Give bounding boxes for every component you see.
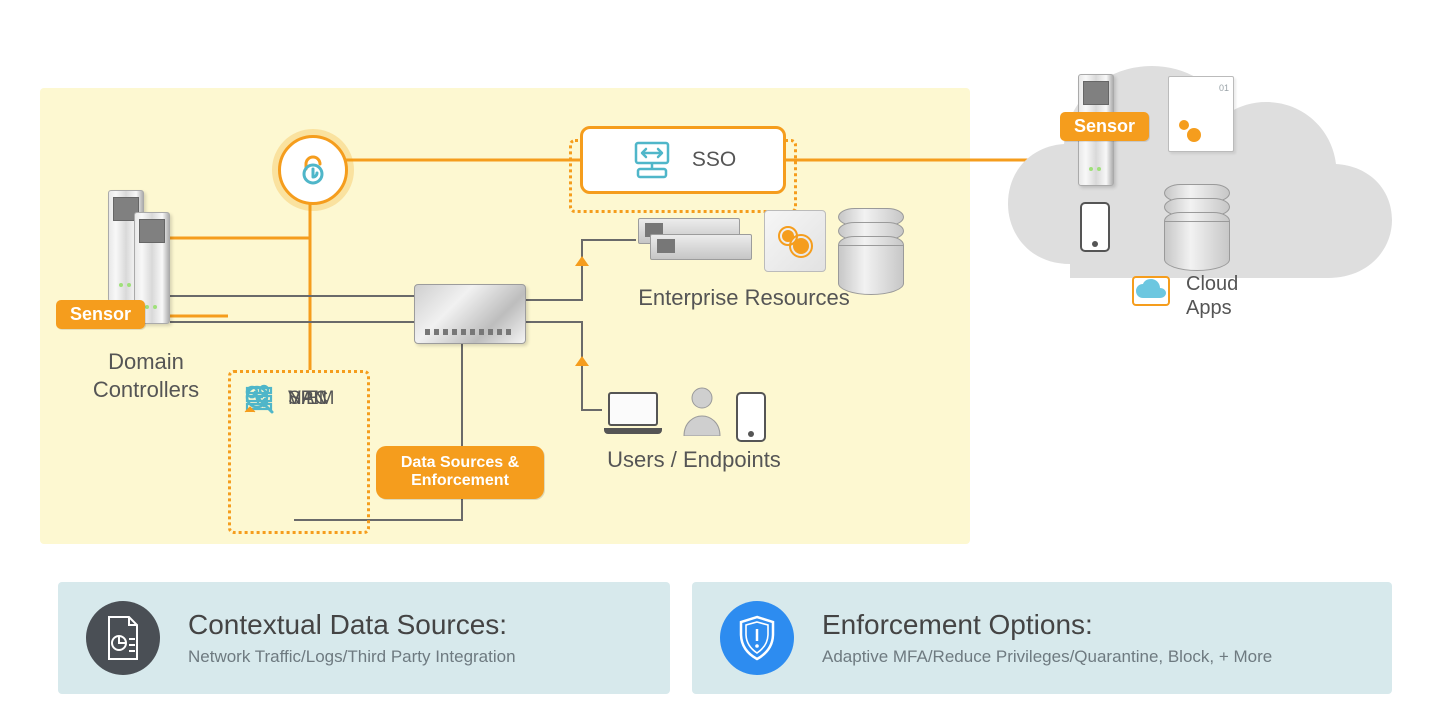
enforcement-title: Enforcement Options: (822, 609, 1272, 641)
phone-icon (1080, 202, 1110, 252)
contextual-card: Contextual Data Sources: Network Traffic… (58, 582, 670, 694)
enforcement-sub: Adaptive MFA/Reduce Privileges/Quarantin… (822, 647, 1272, 667)
nac-label: NAC (288, 388, 328, 410)
sso-box: SSO (580, 126, 786, 194)
switch-icon (414, 284, 526, 344)
phone-icon (736, 392, 766, 442)
gears-icon (764, 210, 826, 272)
rack-icon (650, 234, 752, 260)
contextual-sub: Network Traffic/Logs/Third Party Integra… (188, 647, 516, 667)
domain-controllers-label: Domain Controllers (76, 348, 216, 403)
contextual-title: Contextual Data Sources: (188, 609, 516, 641)
logo-lock-icon (278, 135, 348, 205)
cloud-apps-icon (1132, 276, 1170, 306)
nac-icon (242, 382, 276, 416)
database-icon (1164, 188, 1228, 252)
database-icon (838, 212, 902, 276)
sensor-badge: Sensor (56, 300, 145, 329)
diagram-canvas: { "layout":{ "canvas":{"width":1440,"hei… (0, 0, 1440, 711)
enforcement-card: Enforcement Options: Adaptive MFA/Reduce… (692, 582, 1392, 694)
sensor-badge: Sensor (1060, 112, 1149, 141)
data-sources-badge: Data Sources & Enforcement (376, 446, 544, 499)
user-icon (680, 384, 724, 436)
laptop-icon (604, 392, 662, 434)
integration-nac: NAC (242, 382, 328, 416)
cloud-apps-label: Cloud Apps (1186, 272, 1266, 320)
config-paper-icon (1168, 76, 1234, 152)
document-chart-icon (86, 601, 160, 675)
shield-icon (720, 601, 794, 675)
sso-label: SSO (692, 148, 736, 172)
users-endpoints-label: Users / Endpoints (594, 446, 794, 474)
enterprise-resources-label: Enterprise Resources (614, 284, 874, 312)
sso-icon (630, 139, 674, 181)
